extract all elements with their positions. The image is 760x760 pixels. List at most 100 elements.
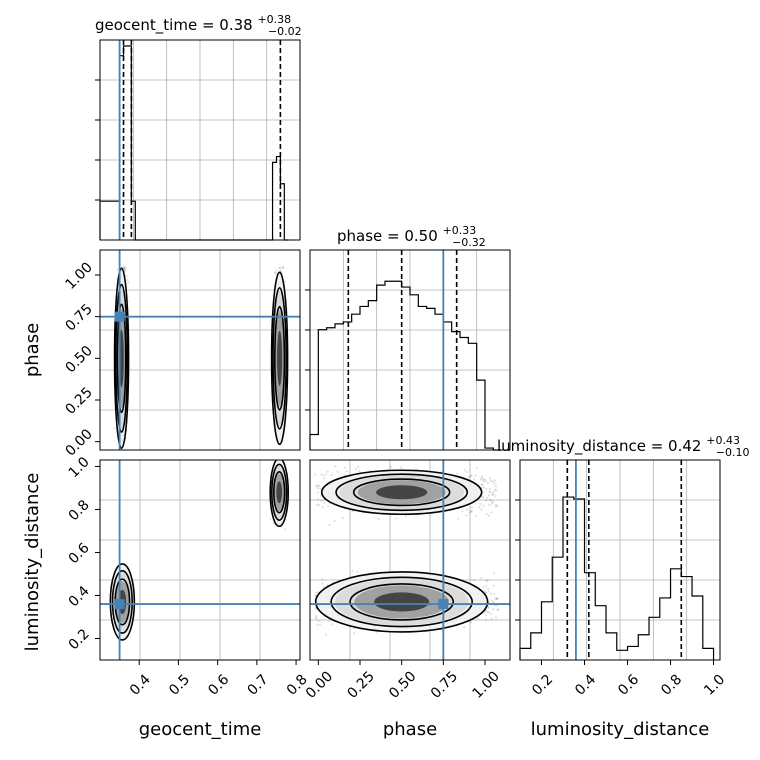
contour-line: [270, 271, 289, 446]
title-luminosity-distance: luminosity_distance = 0.42 +0.43 −0.10: [497, 430, 749, 459]
sample-point: [314, 473, 317, 476]
density-level: [376, 485, 428, 500]
sample-point: [495, 489, 498, 492]
contour-line: [113, 267, 130, 450]
sample-point: [326, 470, 329, 473]
sample-point: [318, 504, 321, 507]
sample-point: [343, 466, 346, 469]
sample-point: [123, 270, 127, 273]
sample-point: [480, 508, 483, 511]
sample-point: [314, 616, 317, 619]
sample-point: [463, 468, 466, 471]
sample-point: [323, 501, 326, 505]
sample-point: [342, 517, 345, 520]
sample-point: [279, 267, 282, 270]
sample-point: [472, 478, 476, 481]
sample-point: [496, 504, 499, 507]
sample-point: [482, 486, 485, 489]
hist-panel-luminosity-distance: [519, 460, 720, 660]
y-tick-label: 0.75: [62, 301, 95, 334]
sample-point: [496, 597, 499, 600]
hist-panel-phase: [309, 250, 510, 451]
sample-point: [486, 496, 489, 499]
sample-point: [487, 611, 490, 614]
sample-point: [481, 475, 484, 478]
sample-point: [483, 589, 486, 592]
sample-point: [487, 606, 490, 610]
sample-point: [469, 474, 473, 477]
sample-point: [482, 478, 485, 481]
density-level: [276, 481, 283, 504]
xlabel-geocent-time: geocent_time: [139, 719, 262, 740]
sample-point: [495, 597, 498, 600]
sample-point: [494, 479, 497, 482]
sample-point: [316, 491, 319, 494]
sample-point: [123, 266, 126, 269]
sample-point: [487, 494, 491, 497]
sample-point: [488, 503, 491, 507]
x-tick-label: 0.75: [428, 668, 461, 701]
sample-point: [328, 523, 331, 527]
sample-point: [494, 597, 497, 600]
sample-point: [316, 486, 320, 490]
sample-point: [484, 614, 487, 617]
sample-point: [483, 478, 486, 481]
sample-point: [488, 498, 491, 501]
sample-point: [468, 511, 472, 514]
sample-point: [316, 624, 319, 627]
y-tick-label: 1.0: [66, 454, 93, 481]
sample-point: [492, 607, 495, 611]
sample-point: [283, 528, 287, 531]
sample-point: [479, 502, 482, 505]
y-tick-label: 0.2: [66, 626, 93, 653]
sample-point: [321, 474, 325, 477]
sample-point: [481, 496, 485, 499]
sample-point: [484, 480, 487, 483]
sample-point: [496, 598, 499, 601]
sample-point: [123, 268, 126, 271]
sample-point: [491, 493, 494, 496]
panel-frame: [309, 249, 511, 451]
sample-point: [494, 503, 497, 507]
sample-point: [489, 592, 493, 595]
density-level: [374, 592, 430, 612]
sample-point: [318, 623, 322, 626]
y-tick-label: 0.8: [66, 497, 93, 524]
sample-point: [330, 474, 333, 477]
sample-point: [482, 491, 485, 494]
x-tick-label: 0.25: [344, 668, 377, 701]
sample-point: [351, 510, 354, 513]
contour-line: [330, 576, 473, 628]
sample-point: [389, 465, 392, 468]
sample-point: [126, 281, 130, 284]
ylabel-phase: phase: [22, 323, 43, 377]
hist-steps: [519, 496, 715, 660]
sample-point: [320, 499, 323, 502]
sample-point: [467, 475, 470, 478]
sample-point: [477, 506, 481, 509]
sample-point: [490, 612, 493, 615]
sample-point: [457, 517, 460, 520]
sample-point: [480, 478, 483, 481]
sample-point: [351, 569, 354, 573]
sample-point: [496, 608, 499, 611]
sample-point: [473, 578, 476, 581]
sample-point: [487, 514, 491, 517]
sample-point: [333, 519, 336, 522]
panel-frame: [99, 249, 301, 451]
sample-point: [315, 617, 318, 620]
sample-point: [327, 504, 330, 508]
scatter-panel-luminosity-distance-vs-geocent-time: [100, 460, 300, 660]
sample-point: [488, 490, 491, 493]
sample-point: [357, 466, 360, 469]
sample-point: [494, 616, 498, 619]
sample-point: [330, 623, 333, 626]
sample-point: [321, 506, 324, 509]
sample-point: [317, 619, 320, 623]
sample-point: [281, 265, 285, 269]
contour-line: [314, 571, 489, 633]
sample-point: [283, 280, 287, 283]
sample-point: [482, 585, 485, 588]
y-tick-label: 0.50: [62, 343, 95, 376]
sample-point: [315, 591, 318, 594]
